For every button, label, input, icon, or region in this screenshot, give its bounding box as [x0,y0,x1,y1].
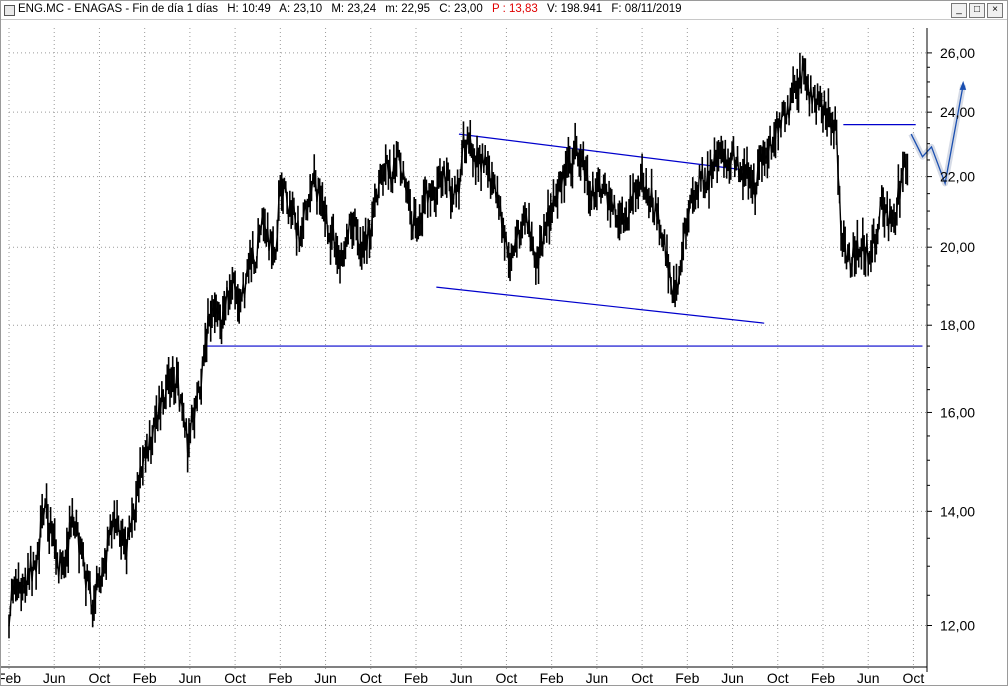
projection-path [910,84,964,186]
y-tick-label: 24,00 [940,104,975,120]
x-tick-label: Jun [43,670,66,685]
x-tick-label: Jun [314,670,337,685]
grid [8,28,927,670]
volume-readout: V: 198.941 [546,3,603,15]
x-tick-label: Oct [360,670,382,685]
a-readout: A: 23,10 [279,3,323,15]
x-tick-label: Oct [224,670,246,685]
x-tick-label: Feb [675,670,699,685]
trendline [436,286,765,324]
y-tick-label: 12,00 [940,617,975,633]
y-tick-label: 14,00 [940,503,975,519]
min-readout: m: 22,95 [385,3,431,15]
price-chart[interactable]: 12,00 14,00 16,00 18,00 20,00 22,00 24,00 26,00… [1,20,1007,685]
x-tick-label: Jun [721,670,744,685]
projection-line [908,80,967,187]
x-tick-label: Jun [450,670,473,685]
x-tick-label: Jun [857,670,880,685]
y-tick-label: 20,00 [940,239,975,255]
chart-window-icon[interactable] [4,5,15,16]
window-controls: _ □ × [951,3,1003,18]
y-tick-label: 22,00 [940,169,975,185]
price-series [8,52,909,639]
x-tick-label: Feb [540,670,564,685]
projection-arrowhead [959,80,967,90]
x-axis: Feb Jun Oct Feb Jun Oct Feb Jun Oct Feb Jun Oct Feb J… [1,666,927,685]
x-tick-label: Feb [811,670,835,685]
close-icon[interactable]: × [987,3,1003,18]
y-tick-label: 26,00 [940,45,975,61]
x-tick-label: Oct [89,670,111,685]
date-readout: F: 08/11/2019 [611,3,682,15]
trendline [458,133,744,171]
x-tick-label: Feb [404,670,428,685]
time-readout: H: 10:49 [227,3,271,15]
x-tick-label: Feb [133,670,157,685]
symbol-label: ENG.MC - ENAGAS - Fin de día 1 días [18,3,219,15]
x-tick-label: Jun [179,670,202,685]
x-tick-label: Oct [767,670,789,685]
p-readout: P : 13,83 [491,3,538,15]
x-tick-label: Jun [586,670,609,685]
x-tick-label: Oct [903,670,925,685]
close-readout: C: 23,00 [439,3,483,15]
price-line [8,63,908,627]
y-axis: 12,00 14,00 16,00 18,00 20,00 22,00 24,00 26,00 [926,28,975,672]
y-tick-label: 18,00 [940,317,975,333]
title-text: ENG.MC - ENAGAS - Fin de día 1 días H: 1… [18,3,688,15]
x-tick-label: Feb [268,670,292,685]
title-bar: ENG.MC - ENAGAS - Fin de día 1 días H: 1… [1,1,1007,20]
x-tick-label: Oct [631,670,653,685]
x-tick-label: Feb [1,670,21,685]
trendlines [205,124,923,347]
maximize-icon[interactable]: □ [969,3,985,18]
minimize-icon[interactable]: _ [951,3,967,18]
y-tick-label: 16,00 [940,404,975,420]
x-tick-label: Oct [496,670,518,685]
max-readout: M: 23,24 [331,3,377,15]
